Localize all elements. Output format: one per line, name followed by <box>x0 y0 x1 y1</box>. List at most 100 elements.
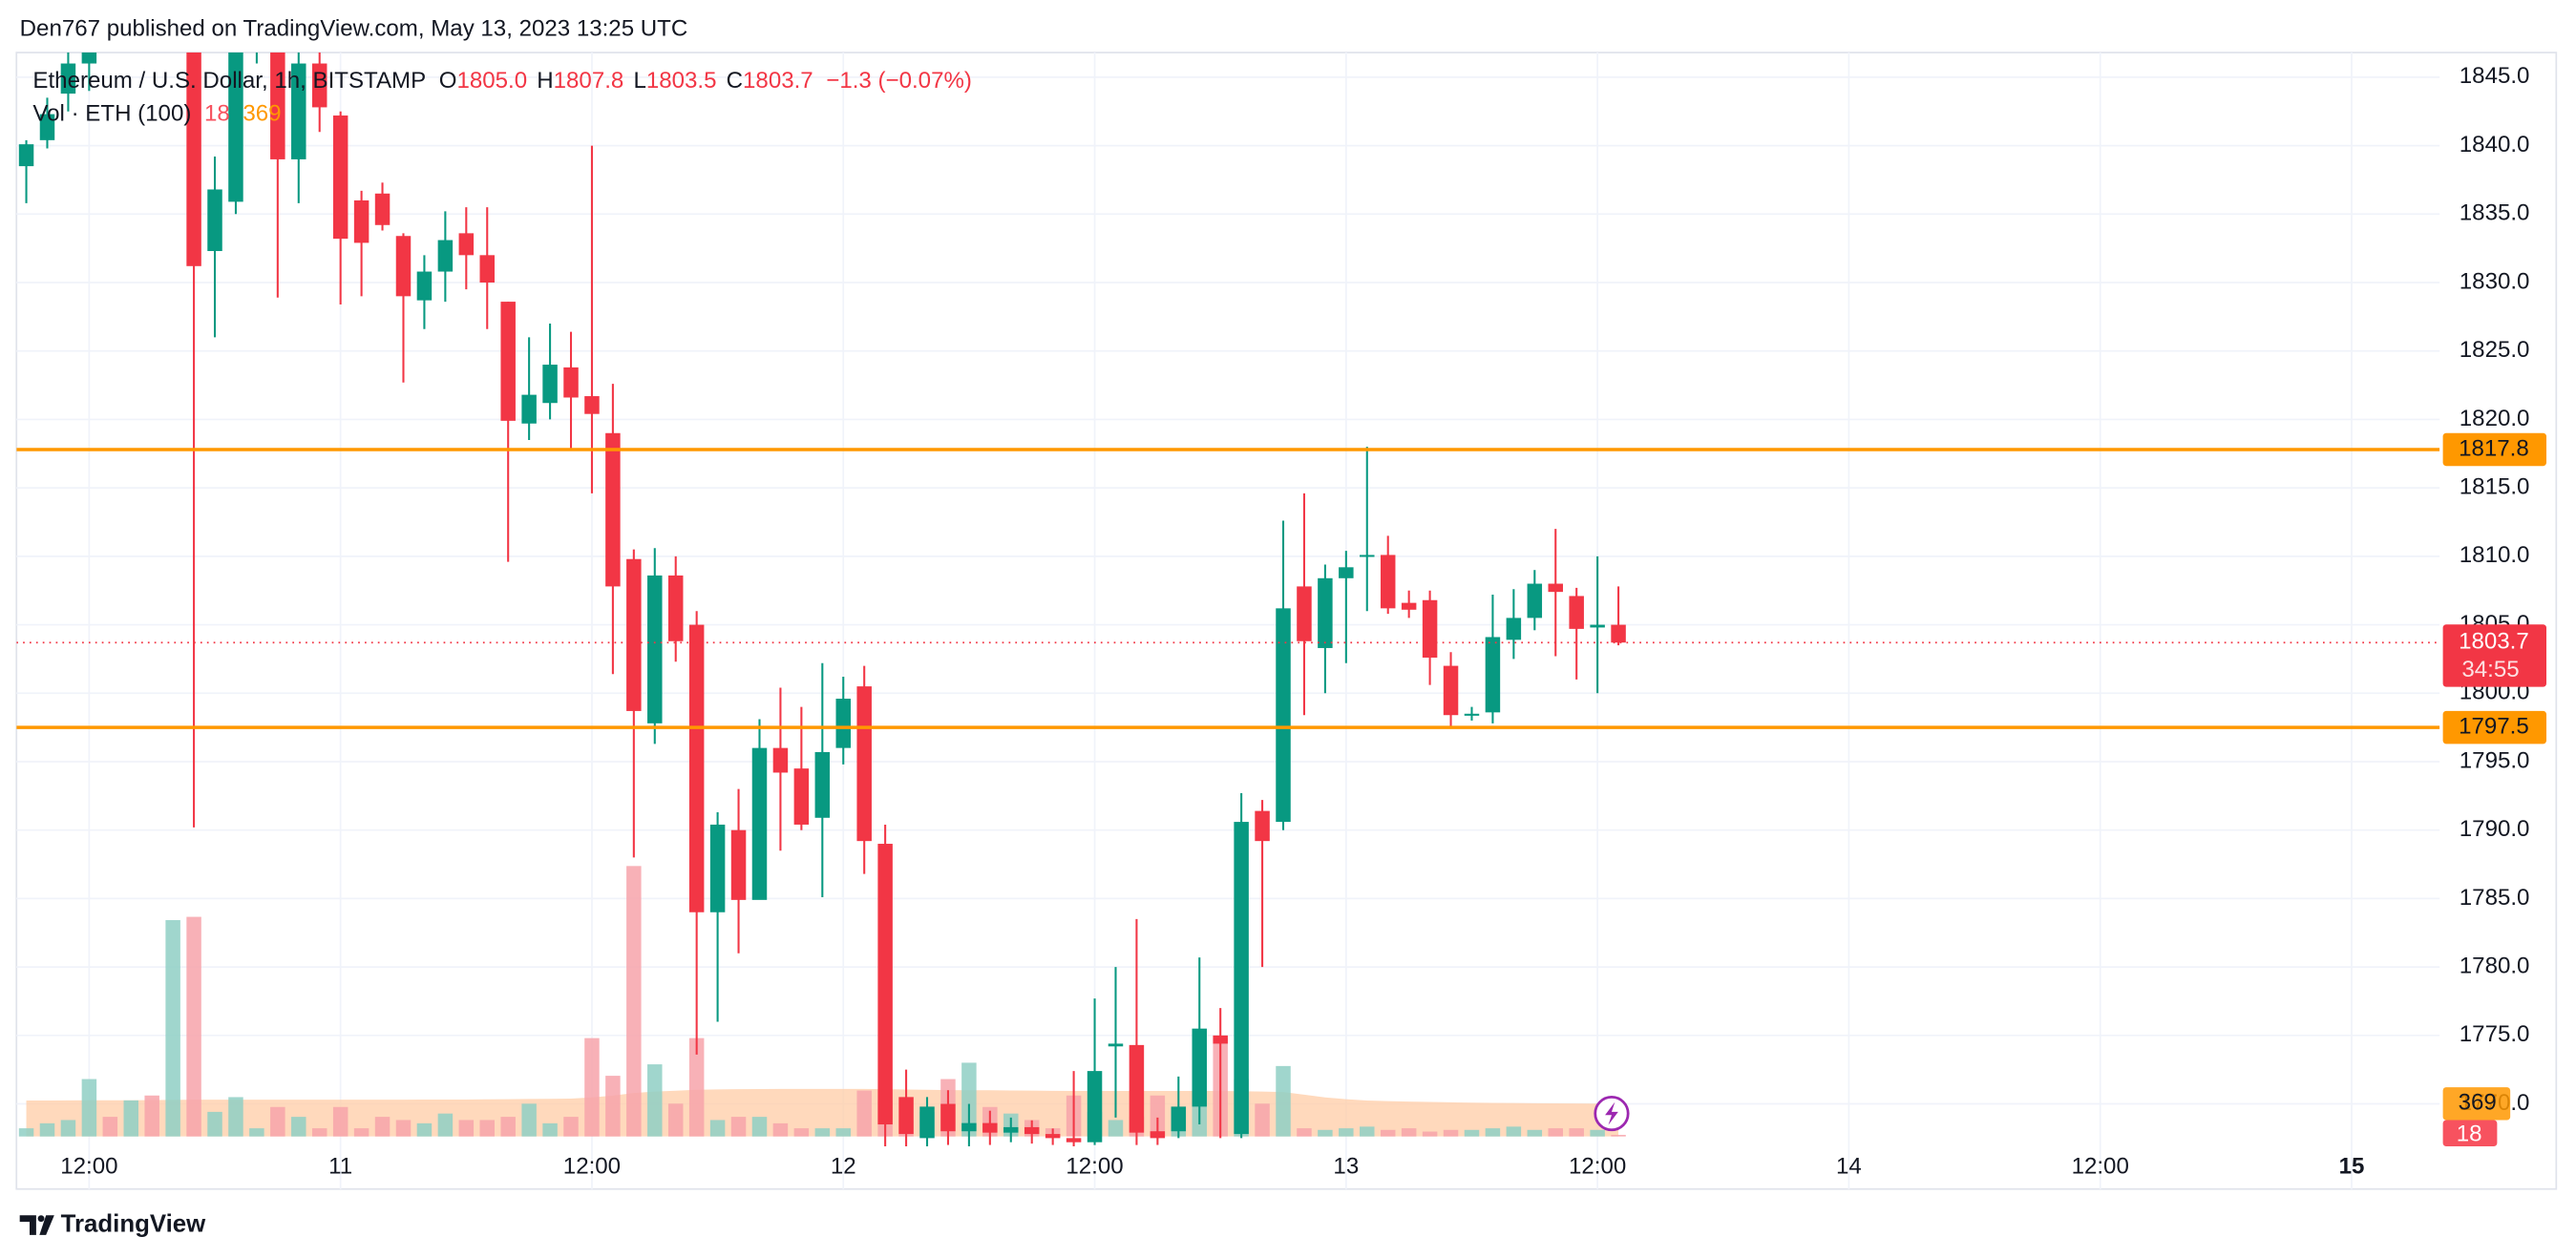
candle-body <box>856 686 872 842</box>
volume-bar <box>1297 1128 1312 1137</box>
candle-body <box>479 255 495 283</box>
candle-body <box>458 233 475 256</box>
volume-bar <box>102 1117 118 1137</box>
volume-bar <box>835 1128 851 1137</box>
candle-body <box>1171 1106 1187 1132</box>
candle-body <box>186 52 201 266</box>
y-tick-label: 1795.0 <box>2460 747 2530 773</box>
x-tick-label: 12 <box>831 1154 856 1180</box>
candle-body <box>898 1097 914 1135</box>
candle-body <box>751 747 768 900</box>
volume-bar <box>353 1128 370 1137</box>
level-label-box <box>2442 710 2546 744</box>
candle-body <box>60 63 76 94</box>
volume-bar <box>228 1097 243 1137</box>
ohlc-value: 1805.0 <box>456 68 527 94</box>
volume-bar <box>730 1117 747 1137</box>
candle-body <box>647 575 663 723</box>
candle-body <box>228 52 243 202</box>
candle-body <box>563 367 579 398</box>
candle-body <box>1422 599 1438 658</box>
alert-icon[interactable] <box>1594 1096 1630 1132</box>
candle-body <box>1087 1071 1103 1143</box>
y-tick-label: 1840.0 <box>2460 132 2530 157</box>
publish-title: Den767 published on TradingView.com, May… <box>20 15 688 41</box>
x-tick-label: 14 <box>1836 1154 1862 1180</box>
candle-body <box>1066 1138 1082 1143</box>
volume-bar <box>1569 1128 1584 1137</box>
x-tick-label: 12:00 <box>1066 1154 1123 1180</box>
volume-bar <box>1401 1128 1417 1137</box>
volume-bar <box>584 1038 600 1137</box>
level-label-box <box>2442 432 2546 467</box>
candle-body <box>1255 810 1270 842</box>
volume-bar <box>793 1128 810 1137</box>
volume-bar <box>18 1128 34 1137</box>
brand: TradingView <box>61 1210 206 1237</box>
x-tick-label: 12:00 <box>60 1154 117 1180</box>
candle-body <box>814 751 831 818</box>
volume-bar <box>144 1095 159 1137</box>
volume-bar <box>458 1120 475 1137</box>
candle-body <box>1024 1126 1040 1135</box>
volume-legend: Vol · ETH (100) 18 369 <box>32 101 281 127</box>
countdown-label: 34:55 <box>2461 657 2519 682</box>
candle-body <box>1318 577 1333 648</box>
volume-bar <box>1380 1129 1396 1137</box>
volume-bar <box>1339 1128 1354 1137</box>
axes: 1770.01775.01780.01785.01790.01795.01800… <box>60 63 2546 1180</box>
candle-body <box>688 624 705 912</box>
plot-area <box>16 52 2440 1146</box>
candle-body <box>18 144 34 167</box>
volume-bar <box>856 1090 872 1137</box>
volume-bar <box>709 1120 726 1137</box>
candle-body <box>584 396 600 414</box>
frame <box>15 52 2558 1190</box>
level-label: 1797.5 <box>2459 713 2529 739</box>
y-tick-label: 1790.0 <box>2460 816 2530 842</box>
volume-bar <box>81 1079 97 1137</box>
volume-bar <box>165 920 180 1137</box>
candle-body <box>793 768 810 825</box>
volume-bar <box>311 1128 327 1137</box>
candle-body <box>270 52 285 159</box>
volume-bar <box>437 1113 454 1137</box>
y-tick-label: 1845.0 <box>2460 63 2530 89</box>
candle-body <box>542 365 558 404</box>
volume-ma-label: 369 <box>2459 1090 2497 1116</box>
candle-body <box>1401 602 1417 610</box>
volume-label-box <box>2442 1120 2498 1146</box>
volume-bar <box>563 1117 579 1137</box>
candle-body <box>1360 555 1375 557</box>
candle-body <box>332 115 348 240</box>
volume-bar <box>1506 1126 1522 1137</box>
candle-body <box>982 1122 998 1133</box>
candle-body <box>311 63 327 108</box>
volume-bar <box>291 1117 306 1137</box>
y-tick-label: 1825.0 <box>2460 337 2530 363</box>
candle-body <box>919 1106 935 1139</box>
candle-body <box>1548 583 1563 593</box>
volume-bar <box>1108 1120 1124 1137</box>
candle-body <box>1569 596 1584 629</box>
candle-body <box>81 52 97 64</box>
ohlc-label: O <box>439 68 457 94</box>
candle-body <box>1443 665 1459 716</box>
candle-body <box>877 844 893 1125</box>
ohlc-label: H <box>537 68 553 94</box>
y-tick-label: 1785.0 <box>2460 885 2530 911</box>
y-tick-label: 1830.0 <box>2460 268 2530 294</box>
candle-body <box>207 189 222 252</box>
candle-body <box>1108 1043 1124 1047</box>
candle-body <box>1590 624 1605 628</box>
volume-label: 18 <box>2457 1121 2482 1146</box>
candle-body <box>39 114 55 140</box>
candle-body <box>1611 624 1626 643</box>
volume-bar <box>186 916 201 1137</box>
candle-body <box>1485 637 1501 713</box>
candle-body <box>291 63 306 159</box>
volume-bar <box>751 1117 768 1137</box>
volume-name: Vol · ETH (100) <box>32 101 191 127</box>
